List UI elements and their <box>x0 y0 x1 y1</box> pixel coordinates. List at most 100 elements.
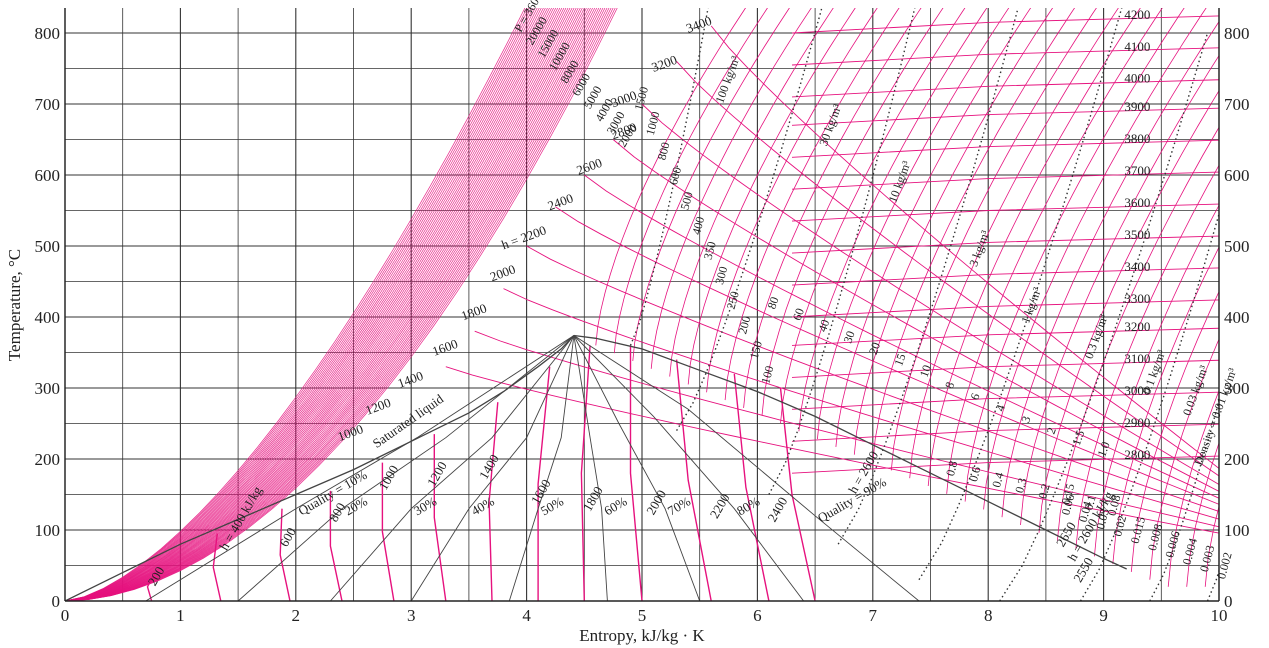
pressure-line <box>1020 54 1219 526</box>
enthalpy-label-right: 3100 <box>1124 351 1150 366</box>
saturated-liquid-curve <box>65 335 575 601</box>
enthalpy-line <box>791 139 1219 158</box>
x-tick-label: 8 <box>984 606 993 625</box>
pressure-line <box>761 8 944 416</box>
enthalpy-label: 2200 <box>707 491 733 521</box>
pressure-label: 0.003 <box>1197 544 1218 574</box>
pressure-label: 0.004 <box>1180 537 1201 567</box>
enthalpy-label: 2400 <box>764 494 790 524</box>
enthalpy-line <box>791 359 1219 378</box>
pressure-label: 1500 <box>631 85 651 112</box>
pressure-line <box>65 8 565 601</box>
pressure-line <box>65 8 534 601</box>
pressure-line <box>65 8 596 601</box>
pressure-line <box>65 8 575 601</box>
quality-label: 20% <box>342 493 370 518</box>
pressure-label: 800 <box>654 141 672 162</box>
pressure-line <box>65 8 593 601</box>
pressure-line <box>65 8 606 601</box>
grid <box>64 8 1220 602</box>
pressure-label: 0.06 <box>1058 493 1077 517</box>
pressure-label: 80 <box>764 295 781 311</box>
enthalpy-line <box>329 490 343 601</box>
quality-line <box>573 335 608 601</box>
pressure-line <box>65 8 598 601</box>
pressure-line <box>65 8 530 601</box>
quality-line <box>410 335 575 601</box>
pressure-label: 0.6 <box>966 465 983 483</box>
pressure-line <box>65 8 538 601</box>
enthalpy-line <box>474 330 1219 528</box>
x-tick-label: 6 <box>753 606 762 625</box>
pressure-line <box>65 8 526 601</box>
pressure-line <box>65 8 604 601</box>
y-tick-label-right: 600 <box>1224 166 1250 185</box>
enthalpy-line <box>445 366 1219 534</box>
saturated-vapor-curve <box>573 334 1127 570</box>
y-tick-label: 600 <box>35 166 61 185</box>
pressure-label: 0.03 <box>1093 507 1112 531</box>
x-tick-label: 1 <box>176 606 185 625</box>
pressure-line <box>65 8 581 601</box>
y-tick-label-right: 400 <box>1224 308 1250 327</box>
quality-line <box>573 335 701 601</box>
quality-line <box>573 335 804 601</box>
y-tick-label-right: 300 <box>1224 379 1250 398</box>
density-line <box>837 8 1019 545</box>
pressure-line <box>613 8 768 354</box>
pressure-line <box>780 8 966 424</box>
y-tick-label-right: 200 <box>1224 450 1250 469</box>
enthalpy-line <box>791 455 1219 474</box>
pressure-label: 400 <box>689 215 707 236</box>
enthalpy-line <box>791 391 1219 410</box>
density-line <box>768 8 916 495</box>
enthalpy-label: 2000 <box>488 261 518 284</box>
pressure-label: 200 <box>735 315 753 336</box>
quality-line <box>573 335 920 601</box>
enthalpy-label: 2000 <box>643 487 669 517</box>
enthalpy-label-right: 4200 <box>1124 7 1150 22</box>
y-tick-label: 0 <box>52 592 61 611</box>
y-tick-label: 700 <box>35 95 61 114</box>
y-tick-label-right: 100 <box>1224 521 1250 540</box>
pressure-line <box>65 8 616 601</box>
density-line <box>675 8 823 431</box>
pressure-line <box>65 8 579 601</box>
pressure-line <box>65 8 567 601</box>
enthalpy-line <box>433 434 447 601</box>
enthalpy-label-right: 3300 <box>1124 291 1150 306</box>
enthalpy-line <box>733 373 770 601</box>
pressure-label: 1000 <box>643 110 663 137</box>
pressure-label: 0.3 <box>1012 476 1029 494</box>
pressure-label: 15 <box>891 352 908 368</box>
y-tick-label-right: 800 <box>1224 24 1250 43</box>
x-tick-label: 5 <box>638 606 647 625</box>
pressure-label: 0.04 <box>1076 500 1095 524</box>
enthalpy-label-right: 3600 <box>1124 195 1150 210</box>
pressure-line <box>687 8 856 385</box>
y-tick-label: 400 <box>35 308 61 327</box>
quality-line <box>237 335 575 601</box>
enthalpy-line <box>580 345 591 601</box>
pressure-label: 0.006 <box>1162 529 1183 559</box>
pressure-line <box>65 8 557 601</box>
pressure-label: 30 <box>841 329 858 345</box>
quality-label: 80% <box>734 493 762 518</box>
pressure-line <box>65 8 600 601</box>
y-tick-label-right: 0 <box>1224 592 1233 611</box>
enthalpy-label-right: 3000 <box>1124 383 1150 398</box>
pressure-line <box>65 8 612 601</box>
pressure-label: 0.4 <box>989 471 1006 489</box>
pressure-line <box>65 8 618 601</box>
enthalpy-line <box>791 299 1219 318</box>
x-tick-label: 7 <box>869 606 878 625</box>
pressure-line <box>65 8 550 601</box>
pressure-line <box>65 8 528 601</box>
pressure-label: 100 <box>758 364 776 385</box>
pressure-label: 350 <box>701 240 719 261</box>
enthalpy-line <box>503 288 1219 520</box>
x-tick-label: 0 <box>61 606 70 625</box>
pressure-label: 0.02 <box>1110 514 1129 538</box>
enthalpy-line <box>612 139 1219 492</box>
